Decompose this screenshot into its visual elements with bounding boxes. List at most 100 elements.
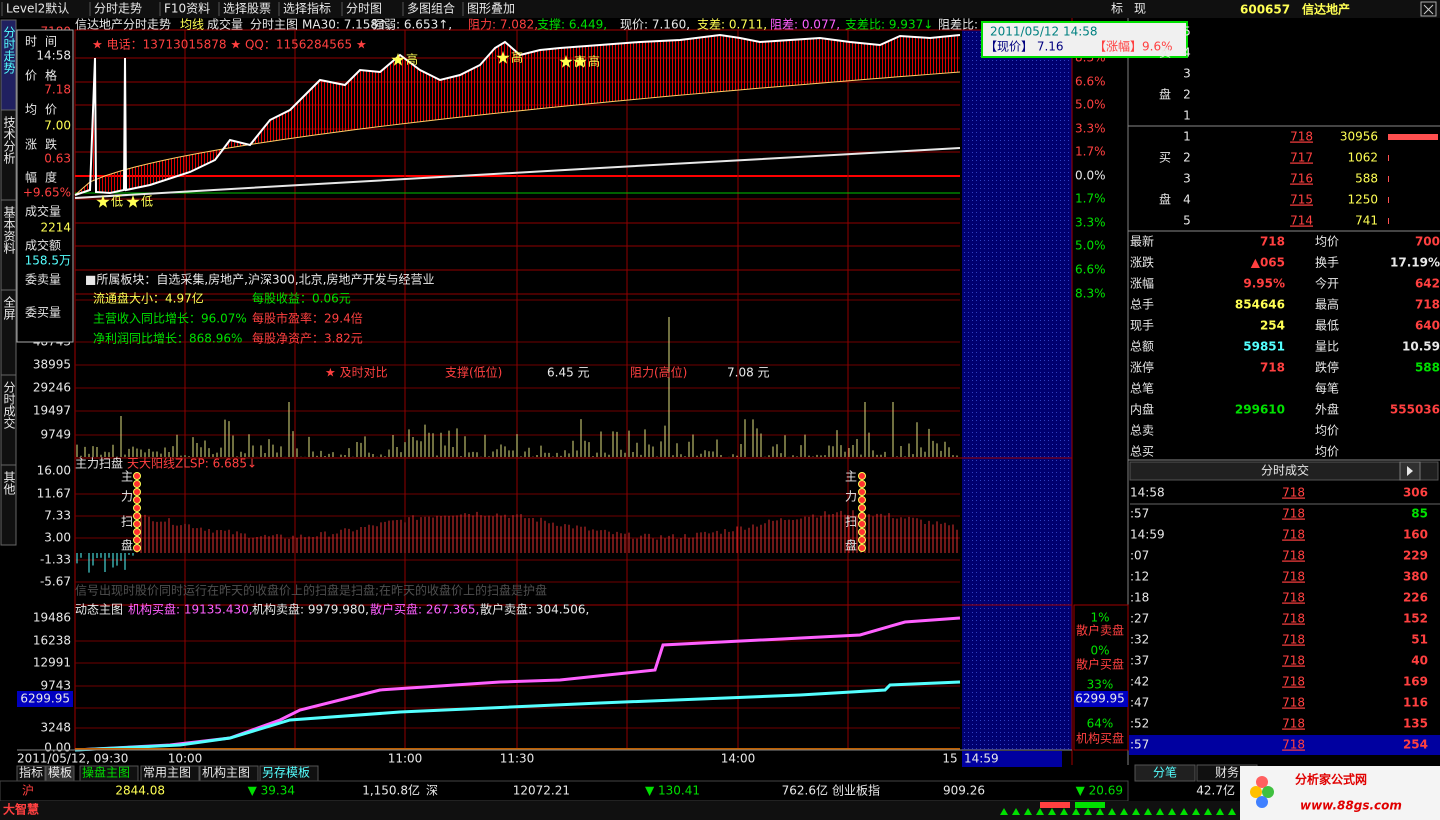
trade-price: 718 xyxy=(1282,633,1305,647)
bottom-tab-label[interactable]: 操盘主图 xyxy=(82,765,130,780)
stock-code: 600657 xyxy=(1240,3,1290,17)
stock-info: 每股市盈率：29.4倍 xyxy=(252,311,363,326)
sell-level: 2 xyxy=(1183,88,1191,102)
footer-tab-label[interactable]: 财务 xyxy=(1215,765,1239,780)
x-axis-label: 14:00 xyxy=(721,752,756,766)
stock-info: 每股净资产：3.82元 xyxy=(252,331,363,346)
header-button[interactable]: 现 xyxy=(1134,2,1146,16)
menu-item[interactable]: 选择指标 xyxy=(283,1,331,16)
menu-item[interactable]: Level2默认 xyxy=(6,1,69,16)
stat-label: 总笔 xyxy=(1130,381,1154,396)
info-label: 幅度 xyxy=(25,170,65,185)
trade-time: 14:59 xyxy=(1130,528,1165,542)
buy-price: 715 xyxy=(1290,193,1313,207)
index-value: 762.6亿 xyxy=(782,783,828,798)
trade-time: :32 xyxy=(1130,633,1149,647)
trade-volume: 116 xyxy=(1403,696,1428,710)
status-arrow xyxy=(1228,808,1236,815)
stat-value: 588 xyxy=(1415,361,1440,375)
bottom-tab-label[interactable]: 机构主图 xyxy=(202,765,250,780)
side-tab-label[interactable]: 分时走势 xyxy=(2,26,16,74)
indicator-y-label: -5.67 xyxy=(40,575,71,589)
volume-bar xyxy=(1388,218,1389,224)
stat-value: 17.19% xyxy=(1390,256,1440,270)
stat-label: 总买 xyxy=(1130,445,1154,459)
trade-price: 718 xyxy=(1282,528,1305,542)
trade-price: 718 xyxy=(1282,570,1305,584)
footer-tab-label[interactable]: 分笔 xyxy=(1153,765,1177,780)
info-label: 价格 xyxy=(25,68,65,83)
menu-item[interactable]: F10资料 xyxy=(164,2,210,16)
stat-label: 涨停 xyxy=(1130,360,1154,375)
menu-item[interactable]: 选择股票 xyxy=(223,2,271,16)
price-label: 19497 xyxy=(33,404,71,418)
side-tab-label[interactable]: 分时成交 xyxy=(2,381,16,430)
buy-level: 2 xyxy=(1183,151,1191,165)
bottom-tab-label[interactable]: 指标 xyxy=(19,765,43,780)
status-arrow xyxy=(1036,808,1044,815)
signal-dot xyxy=(858,512,866,520)
index-value: ▼ 130.41 xyxy=(645,784,700,798)
price-label: 9749 xyxy=(40,428,71,442)
menu-item[interactable]: 分时走势 xyxy=(94,2,142,16)
pct-label: 3.3% xyxy=(1075,216,1106,230)
chart-header: 强弱: 6.653↑, xyxy=(372,18,452,32)
tooltip-price: 【现价】 7.16 xyxy=(985,40,1064,54)
chart-header: 阻力: 7.082, xyxy=(468,18,538,32)
chart-header: 现价: 7.160, xyxy=(620,18,690,32)
close-button[interactable] xyxy=(1420,1,1437,17)
stat-value: 9.95% xyxy=(1243,277,1285,291)
side-tab-label[interactable]: 技术分析 xyxy=(2,116,16,165)
menu-item[interactable]: 分时图 xyxy=(346,2,382,16)
stat-label: 换手 xyxy=(1315,256,1339,270)
index-value: 创业板指 xyxy=(832,783,880,798)
ratio-box xyxy=(1073,604,1129,751)
status-arrow xyxy=(1168,808,1176,815)
signal-char: 盘 xyxy=(845,538,857,553)
signal-dot xyxy=(858,528,866,536)
side-tab[interactable] xyxy=(0,464,17,546)
chart-header: 信达地产分时走势 xyxy=(75,18,171,32)
stat-label: 涨幅 xyxy=(1130,276,1154,291)
bottom-tab-label[interactable]: 常用主图 xyxy=(143,766,191,780)
tooltip xyxy=(981,21,1188,58)
menu-item[interactable]: 多图组合 xyxy=(407,1,455,16)
buy-volume: 741 xyxy=(1355,214,1378,228)
footer-tab[interactable] xyxy=(1134,764,1196,782)
trade-price: 718 xyxy=(1282,738,1305,752)
book-side-label: 盘 xyxy=(1159,87,1171,102)
header-button[interactable]: 标 xyxy=(1111,2,1123,16)
price-label: 29246 xyxy=(33,381,71,395)
signal-dot xyxy=(858,544,866,552)
info-label: 成交量 xyxy=(25,204,61,219)
menu-item[interactable]: 图形叠加 xyxy=(467,2,515,16)
bottom-tab-label[interactable]: 另存模板 xyxy=(262,766,310,780)
pct-label: 5.0% xyxy=(1075,239,1106,253)
time-box xyxy=(962,751,1062,767)
index-value: 909.26 xyxy=(943,784,985,798)
side-tab-label[interactable]: 全屏 xyxy=(2,295,16,321)
info-value: 158.5万 xyxy=(25,254,71,268)
signal-char: 力 xyxy=(121,490,133,504)
bottom-tab-label[interactable]: 模板 xyxy=(48,766,72,780)
side-tab-label[interactable]: 基本资料 xyxy=(2,206,16,254)
signal-dot xyxy=(858,488,866,496)
logo-petal xyxy=(1256,796,1268,808)
status-arrow xyxy=(1216,808,1224,815)
flow-y-label: 16238 xyxy=(33,634,71,648)
future-area xyxy=(962,30,1072,750)
status-arrow xyxy=(1012,808,1020,815)
signal-dot xyxy=(133,472,141,480)
trade-price: 718 xyxy=(1282,486,1305,500)
x-axis-label: 15 xyxy=(942,752,957,766)
chart-header: 支撑: 6.449, xyxy=(537,17,607,32)
side-tab-label[interactable]: 其他 xyxy=(2,471,16,495)
indicator-formula: 天大阳线ZLSP: 6.685↓ xyxy=(127,457,257,471)
buy-volume: 588 xyxy=(1355,172,1378,186)
stat-value: 254 xyxy=(1260,319,1285,333)
info-label: 均价 xyxy=(25,103,65,117)
buy-level: 5 xyxy=(1183,214,1191,228)
indicator-y-label: 11.67 xyxy=(37,487,71,501)
trade-time: :12 xyxy=(1130,570,1149,584)
